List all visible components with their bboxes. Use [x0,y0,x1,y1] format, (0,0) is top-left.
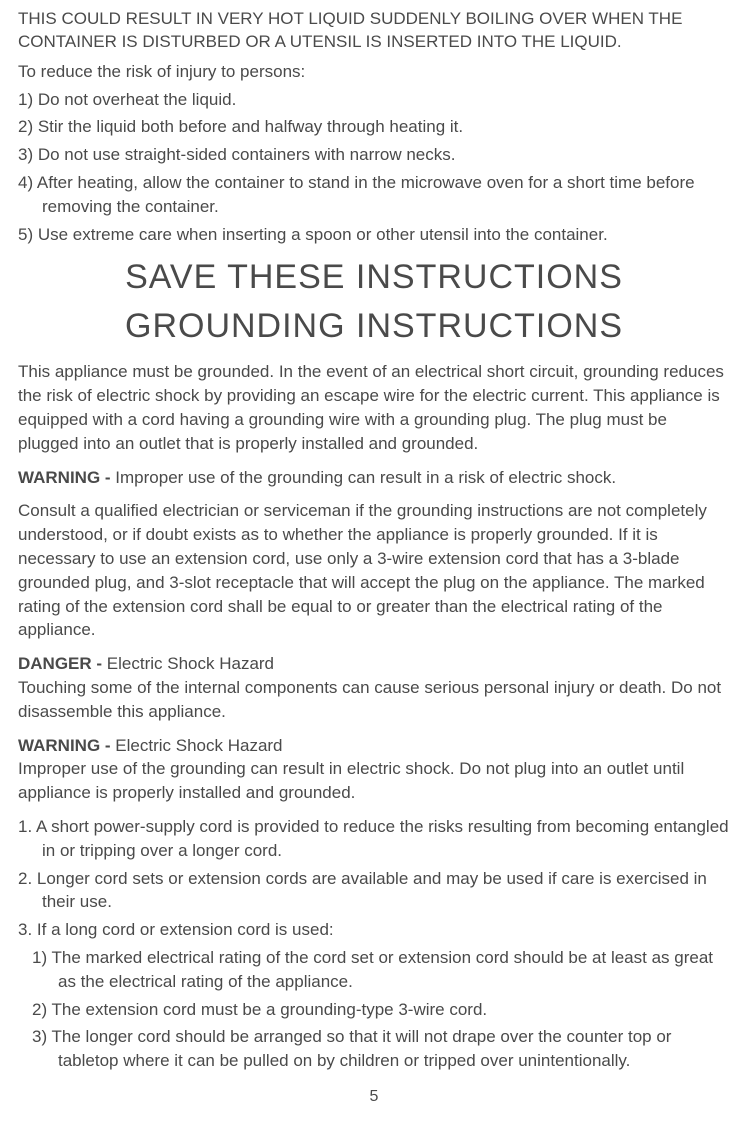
danger-title: Electric Shock Hazard [107,654,274,673]
warning-label-2: WARNING - [18,736,115,755]
warning-label-1: WARNING - [18,468,115,487]
cord-item-1: 1. A short power-supply cord is provided… [18,815,730,863]
reduce-item-2: 2) Stir the liquid both before and halfw… [18,115,730,139]
reduce-item-4: 4) After heating, allow the container to… [18,171,730,219]
warning-body-2: Improper use of the grounding can result… [18,759,684,802]
cord-sublist: 1) The marked electrical rating of the c… [32,946,730,1073]
reduce-item-5: 5) Use extreme care when inserting a spo… [18,223,730,247]
danger-block: DANGER - Electric Shock Hazard Touching … [18,652,730,723]
cord-sub-1: 1) The marked electrical rating of the c… [32,946,730,994]
grounding-instructions-heading: GROUNDING INSTRUCTIONS [18,307,730,346]
warning-title-2: Electric Shock Hazard [115,736,282,755]
cord-item-2: 2. Longer cord sets or extension cords a… [18,867,730,915]
warning-grounding: WARNING - Improper use of the grounding … [18,466,730,490]
boiling-warning: THIS COULD RESULT IN VERY HOT LIQUID SUD… [18,8,730,54]
reduce-item-1: 1) Do not overheat the liquid. [18,88,730,112]
cord-item-3: 3. If a long cord or extension cord is u… [18,918,730,942]
cord-sub-3: 3) The longer cord should be arranged so… [32,1025,730,1073]
reduce-risk-intro: To reduce the risk of injury to persons: [18,60,730,84]
consult-paragraph: Consult a qualified electrician or servi… [18,499,730,642]
grounding-paragraph: This appliance must be grounded. In the … [18,360,730,455]
page-number: 5 [0,1088,748,1106]
danger-body: Touching some of the internal components… [18,678,721,721]
cord-sub-2: 2) The extension cord must be a groundin… [32,998,730,1022]
save-instructions-heading: SAVE THESE INSTRUCTIONS [18,258,730,297]
danger-label: DANGER - [18,654,107,673]
warning-body-1: Improper use of the grounding can result… [115,468,616,487]
warning-block-2: WARNING - Electric Shock Hazard Improper… [18,734,730,805]
reduce-item-3: 3) Do not use straight-sided containers … [18,143,730,167]
